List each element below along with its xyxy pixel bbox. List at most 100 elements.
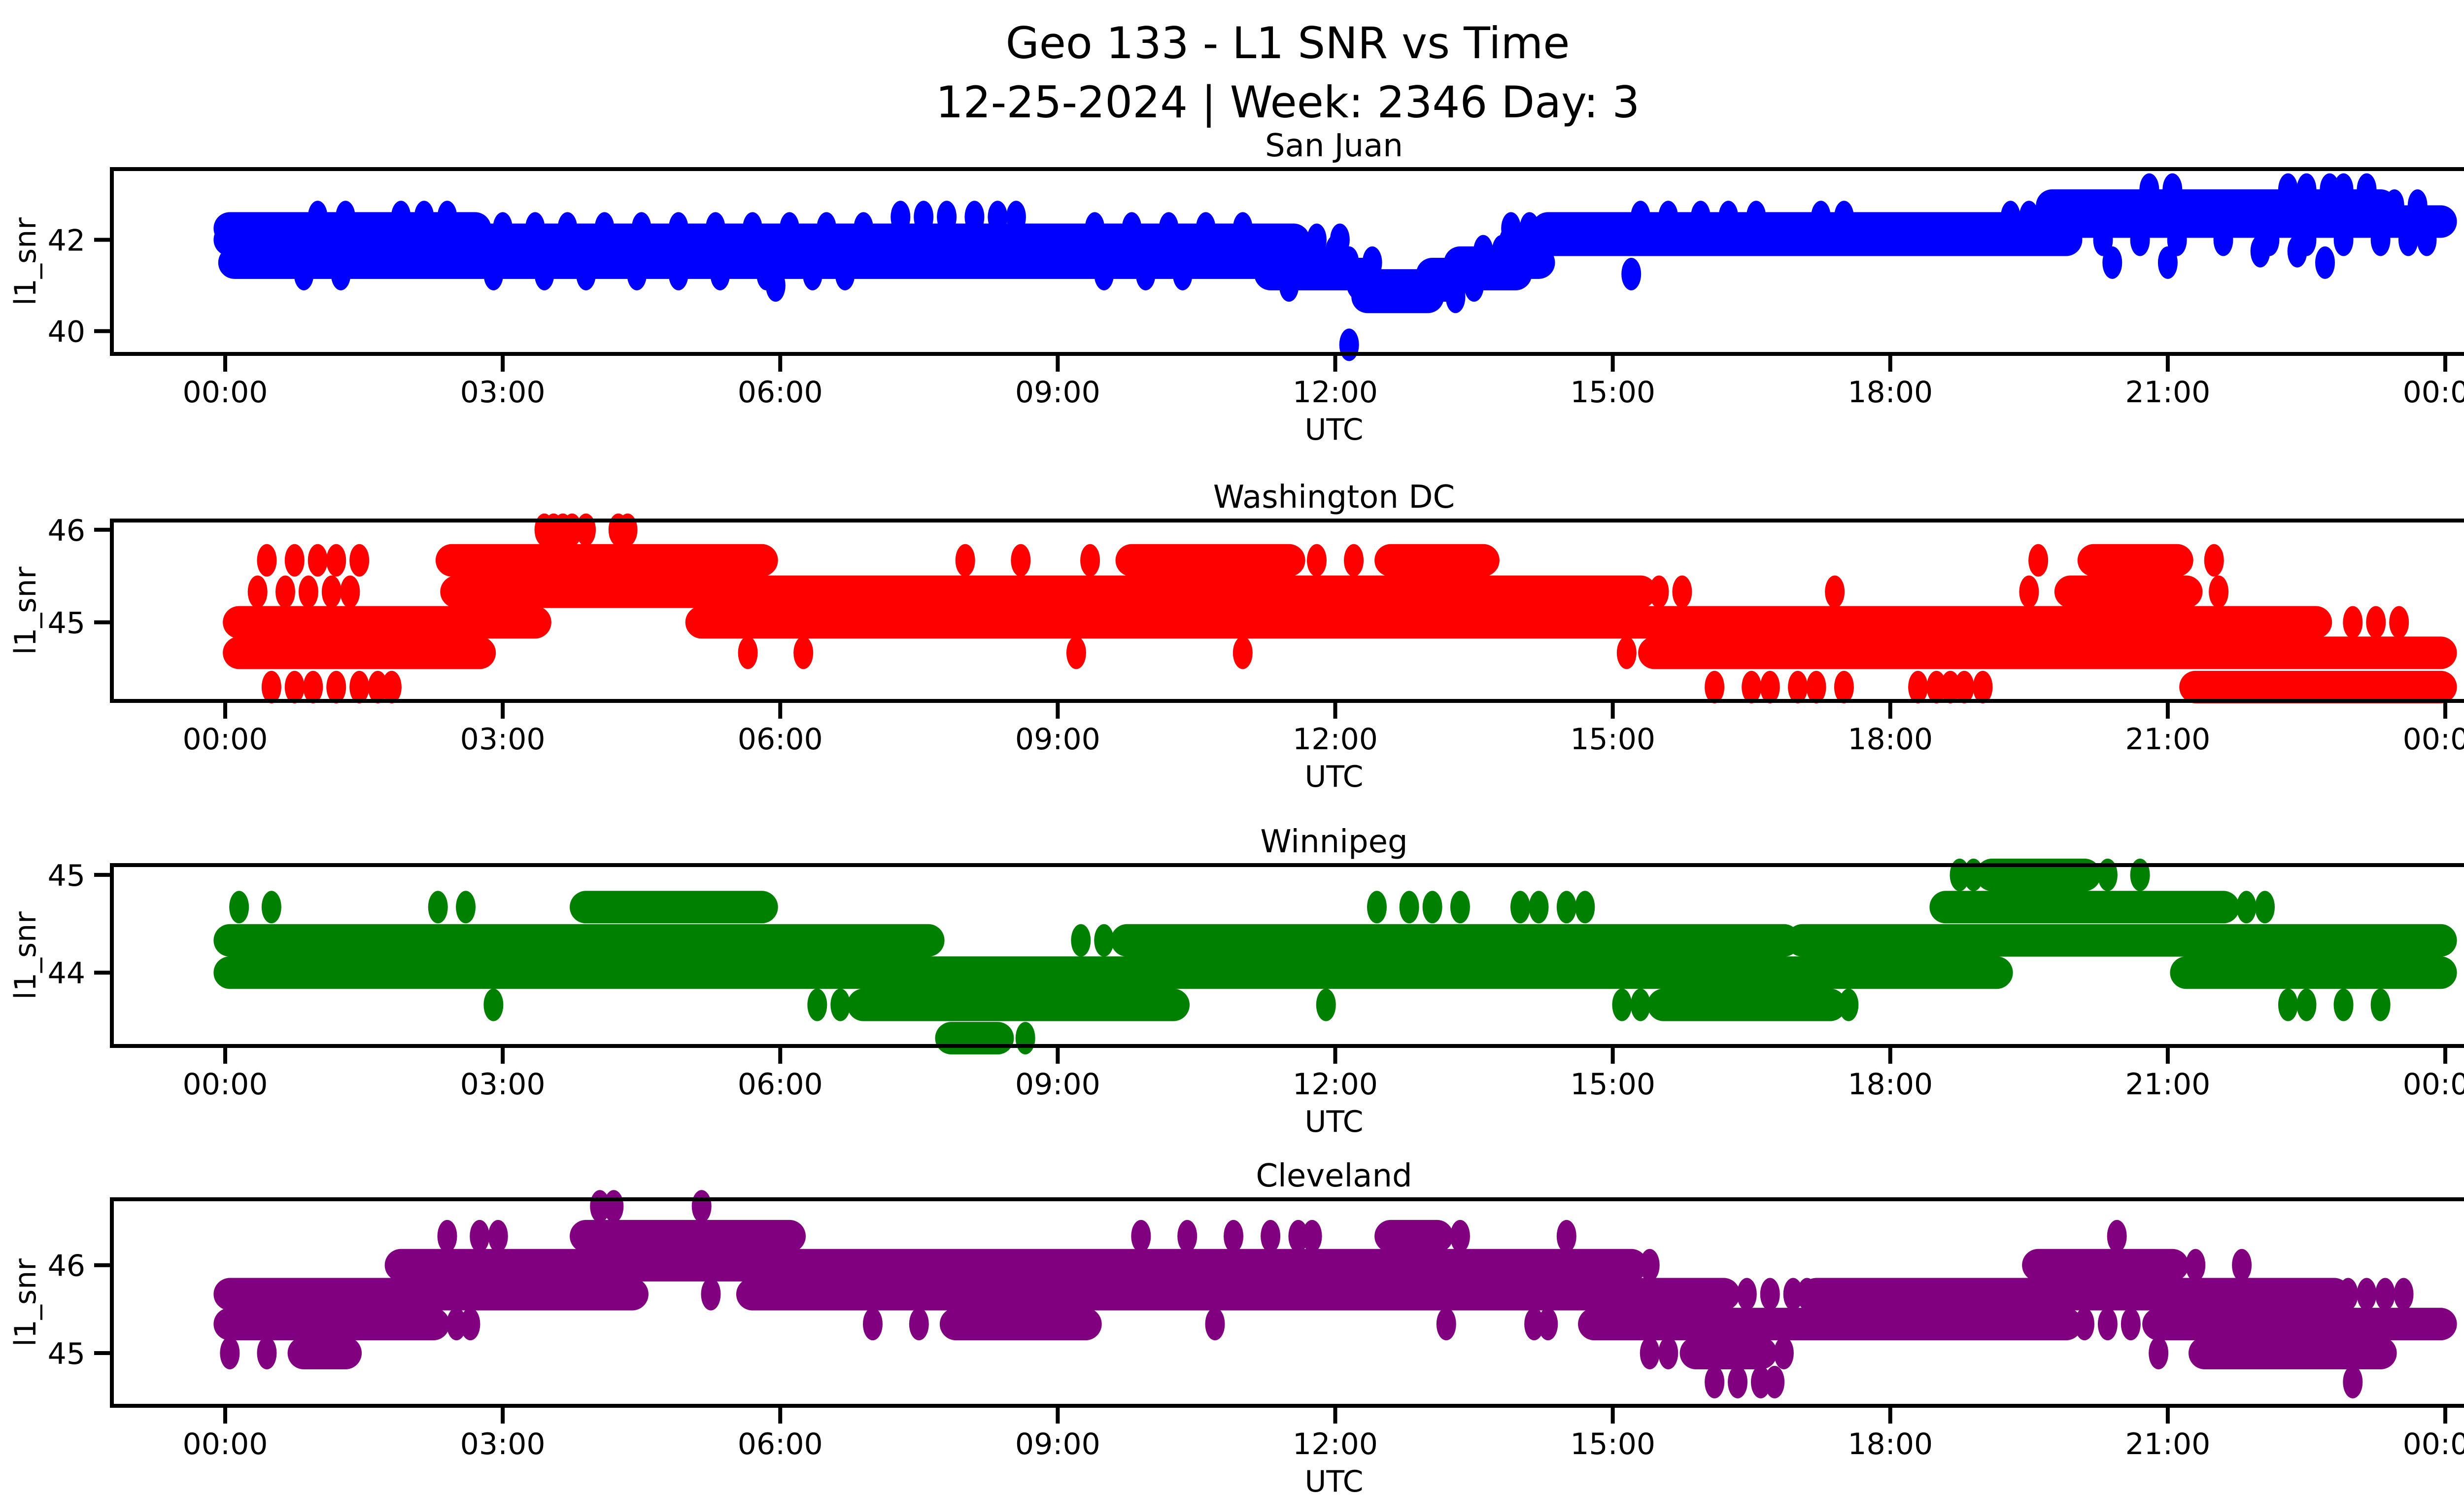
- x-axis-tick-label: 15:00: [1570, 375, 1655, 410]
- scatter-point: [1954, 670, 1974, 703]
- subplot-title-washington-dc: Washington DC: [1213, 479, 1455, 516]
- scatter-point: [1510, 891, 1530, 924]
- scatter-point: [2093, 223, 2113, 256]
- x-axis-tick-label: 21:00: [2125, 722, 2210, 757]
- scatter-point: [1556, 891, 1576, 924]
- subplot-title-san-juan: San Juan: [1265, 128, 1403, 164]
- x-axis-tick-label: 12:00: [1293, 375, 1378, 410]
- scatter-point: [1774, 1337, 1794, 1370]
- scatter-point: [2338, 1278, 2358, 1311]
- scatter-point: [1131, 1219, 1151, 1253]
- scatter-point: [1344, 544, 1364, 577]
- x-axis-tick-label: 15:00: [1570, 1067, 1655, 1102]
- x-axis-tick-label: 09:00: [1015, 375, 1100, 410]
- scatter-point: [2366, 606, 2386, 639]
- scatter-point: [2028, 544, 2049, 577]
- scatter-point: [1640, 1337, 1660, 1370]
- scatter-point: [220, 1337, 240, 1370]
- scatter-point: [1750, 1365, 1771, 1398]
- scatter-point: [247, 575, 268, 608]
- scatter-point: [1705, 1365, 1725, 1398]
- x-axis-tick-label: 00:00: [183, 375, 268, 410]
- scatter-point: [1672, 575, 1692, 608]
- x-axis-tick-label: 18:00: [1848, 722, 1933, 757]
- scatter-point: [835, 257, 855, 290]
- x-axis-label: UTC: [1305, 760, 1364, 794]
- scatter-point: [261, 891, 281, 924]
- scatter-point: [1556, 1219, 1576, 1253]
- y-axis-tick-label: 46: [48, 1249, 85, 1284]
- scatter-point: [830, 988, 851, 1021]
- scatter-point: [1306, 544, 1327, 577]
- scatter-point: [1464, 269, 1484, 302]
- x-axis-tick-label: 06:00: [738, 1427, 823, 1462]
- scatter-point: [229, 891, 249, 924]
- scatter-point: [298, 575, 318, 608]
- scatter-point: [483, 988, 504, 1021]
- scatter-point: [1658, 1337, 1678, 1370]
- x-axis-tick-label: 21:00: [2125, 375, 2210, 410]
- x-axis-tick-label: 00:00: [2403, 1427, 2464, 1462]
- scatter-point: [2370, 223, 2391, 256]
- scatter-point: [1422, 891, 1442, 924]
- scatter-point: [1908, 670, 1928, 703]
- scatter-point: [257, 1337, 277, 1370]
- x-axis-tick-label: 21:00: [2125, 1067, 2210, 1102]
- scatter-point: [1288, 1219, 1308, 1253]
- scatter-point: [381, 670, 402, 703]
- scatter-point: [275, 575, 296, 608]
- x-axis-tick-label: 03:00: [460, 1067, 546, 1102]
- scatter-point: [1649, 575, 1669, 608]
- scatter-point: [1066, 636, 1086, 669]
- scatter-point: [1224, 1219, 1244, 1253]
- scatter-point: [1524, 1308, 1544, 1341]
- y-axis-tick-label: 45: [48, 1337, 85, 1371]
- scatter-point: [1783, 1278, 1803, 1311]
- x-axis-tick-label: 00:00: [2403, 722, 2464, 757]
- scatter-point: [261, 670, 281, 703]
- scatter-point: [1436, 1308, 1456, 1341]
- x-axis-tick-label: 00:00: [183, 1427, 268, 1462]
- scatter-point: [1806, 670, 1826, 703]
- scatter-point: [1261, 1219, 1281, 1253]
- scatter-point: [2333, 988, 2354, 1021]
- scatter-point: [955, 544, 975, 577]
- scatter-point: [2204, 544, 2224, 577]
- x-axis-tick-label: 06:00: [738, 375, 823, 410]
- scatter-point: [1765, 1365, 1785, 1398]
- scatter-point: [1232, 636, 1253, 669]
- scatter-point: [1621, 257, 1642, 290]
- x-axis-tick-label: 12:00: [1293, 1067, 1378, 1102]
- scatter-point: [1640, 1249, 1660, 1282]
- x-axis-tick-label: 06:00: [738, 722, 823, 757]
- scatter-point: [1445, 280, 1466, 313]
- scatter-point: [1205, 1308, 1225, 1341]
- scatter-point: [2333, 223, 2354, 256]
- scatter-point: [428, 891, 448, 924]
- scatter-point: [2209, 575, 2229, 608]
- scatter-point: [2167, 223, 2187, 256]
- x-axis-label: UTC: [1305, 1464, 1364, 1495]
- scatter-point: [308, 544, 328, 577]
- scatter-point: [446, 1308, 467, 1341]
- x-axis-tick-label: 15:00: [1570, 1427, 1655, 1462]
- y-axis-label: l1_snr: [8, 566, 43, 655]
- scatter-point: [2213, 223, 2233, 256]
- scatter-point: [1177, 1219, 1198, 1253]
- scatter-point: [617, 513, 638, 546]
- scatter-point: [1399, 891, 1419, 924]
- scatter-point: [627, 257, 647, 290]
- scatter-point: [2370, 988, 2391, 1021]
- y-axis-tick-label: 44: [48, 956, 85, 991]
- scatter-point: [1302, 1219, 1322, 1253]
- subplot-title-winnipeg: Winnipeg: [1260, 824, 1407, 860]
- scatter-point: [1760, 670, 1780, 703]
- scatter-point: [1737, 1278, 1757, 1311]
- scatter-point: [668, 257, 688, 290]
- y-axis-tick-label: 45: [48, 859, 85, 893]
